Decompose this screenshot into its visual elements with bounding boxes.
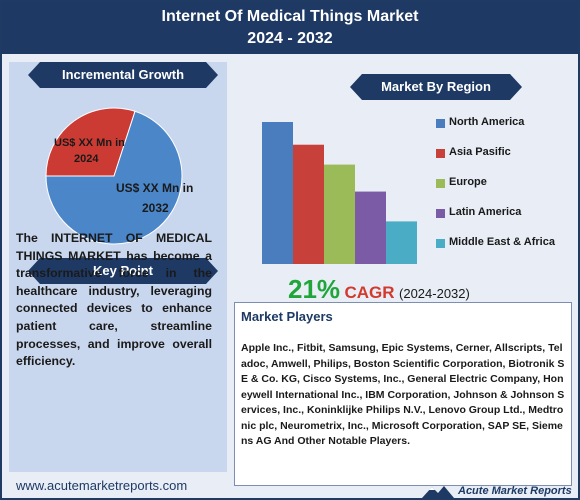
bar-middle-east-africa [386,221,417,264]
bar-north-america [262,122,293,264]
pie-label-2024-b: 2024 [74,153,99,165]
market-players-heading: Market Players [241,309,333,324]
cagr-period: (2024-2032) [399,286,470,301]
bar-europe [324,164,355,264]
pie-label-2024-a: US$ XX Mn in [54,137,125,149]
legend-label: Latin America [449,206,522,218]
logo-text: Acute Market Reports [458,485,572,497]
cagr-value: 21% [288,274,341,304]
legend-label: North America [449,116,525,128]
key-point-heading: Key Point [28,258,218,284]
market-players-list: Apple Inc., Fitbit, Samsung, Epic System… [241,342,565,447]
market-players-box: Market Players Apple Inc., Fitbit, Samsu… [234,302,572,486]
header-banner: Internet Of Medical Things Market 2024 -… [2,2,578,54]
legend-swatch [436,239,445,248]
incremental-growth-heading: Incremental Growth [28,62,218,88]
pie-label-2032-a: US$ XX Mn in [116,181,193,195]
key-point-text: The INTERNET OF MEDICAL THINGS MARKET ha… [16,231,212,369]
legend-label: Asia Pasific [449,146,511,158]
legend-swatch [436,209,445,218]
cagr-block: 21% CAGR (2024-2032) [288,274,470,305]
pie-chart: US$ XX Mn in 2024 US$ XX Mn in 2032 [45,107,193,245]
legend-swatch [436,119,445,128]
legend-swatch [436,149,445,158]
pie-slice-2024 [45,107,136,177]
legend-label: Middle East & Africa [449,236,555,248]
page-subtitle: 2024 - 2032 [247,30,333,47]
market-by-region-heading: Market By Region [350,74,522,100]
page-title: Internet Of Medical Things Market [161,8,419,25]
region-bar-chart [262,122,417,264]
logo-mountain-icon [422,486,454,498]
company-logo: Acute Market Reports [422,484,572,498]
bar-asia-pasific [293,144,324,264]
website-url[interactable]: www.acutemarketreports.com [16,478,188,493]
cagr-label: CAGR [344,283,395,302]
pie-label-2032-b: 2032 [142,201,169,215]
pie-slice-2032 [45,110,183,245]
bar-latin-america [355,191,386,264]
legend-label: Europe [449,176,487,188]
legend-swatch [436,179,445,188]
